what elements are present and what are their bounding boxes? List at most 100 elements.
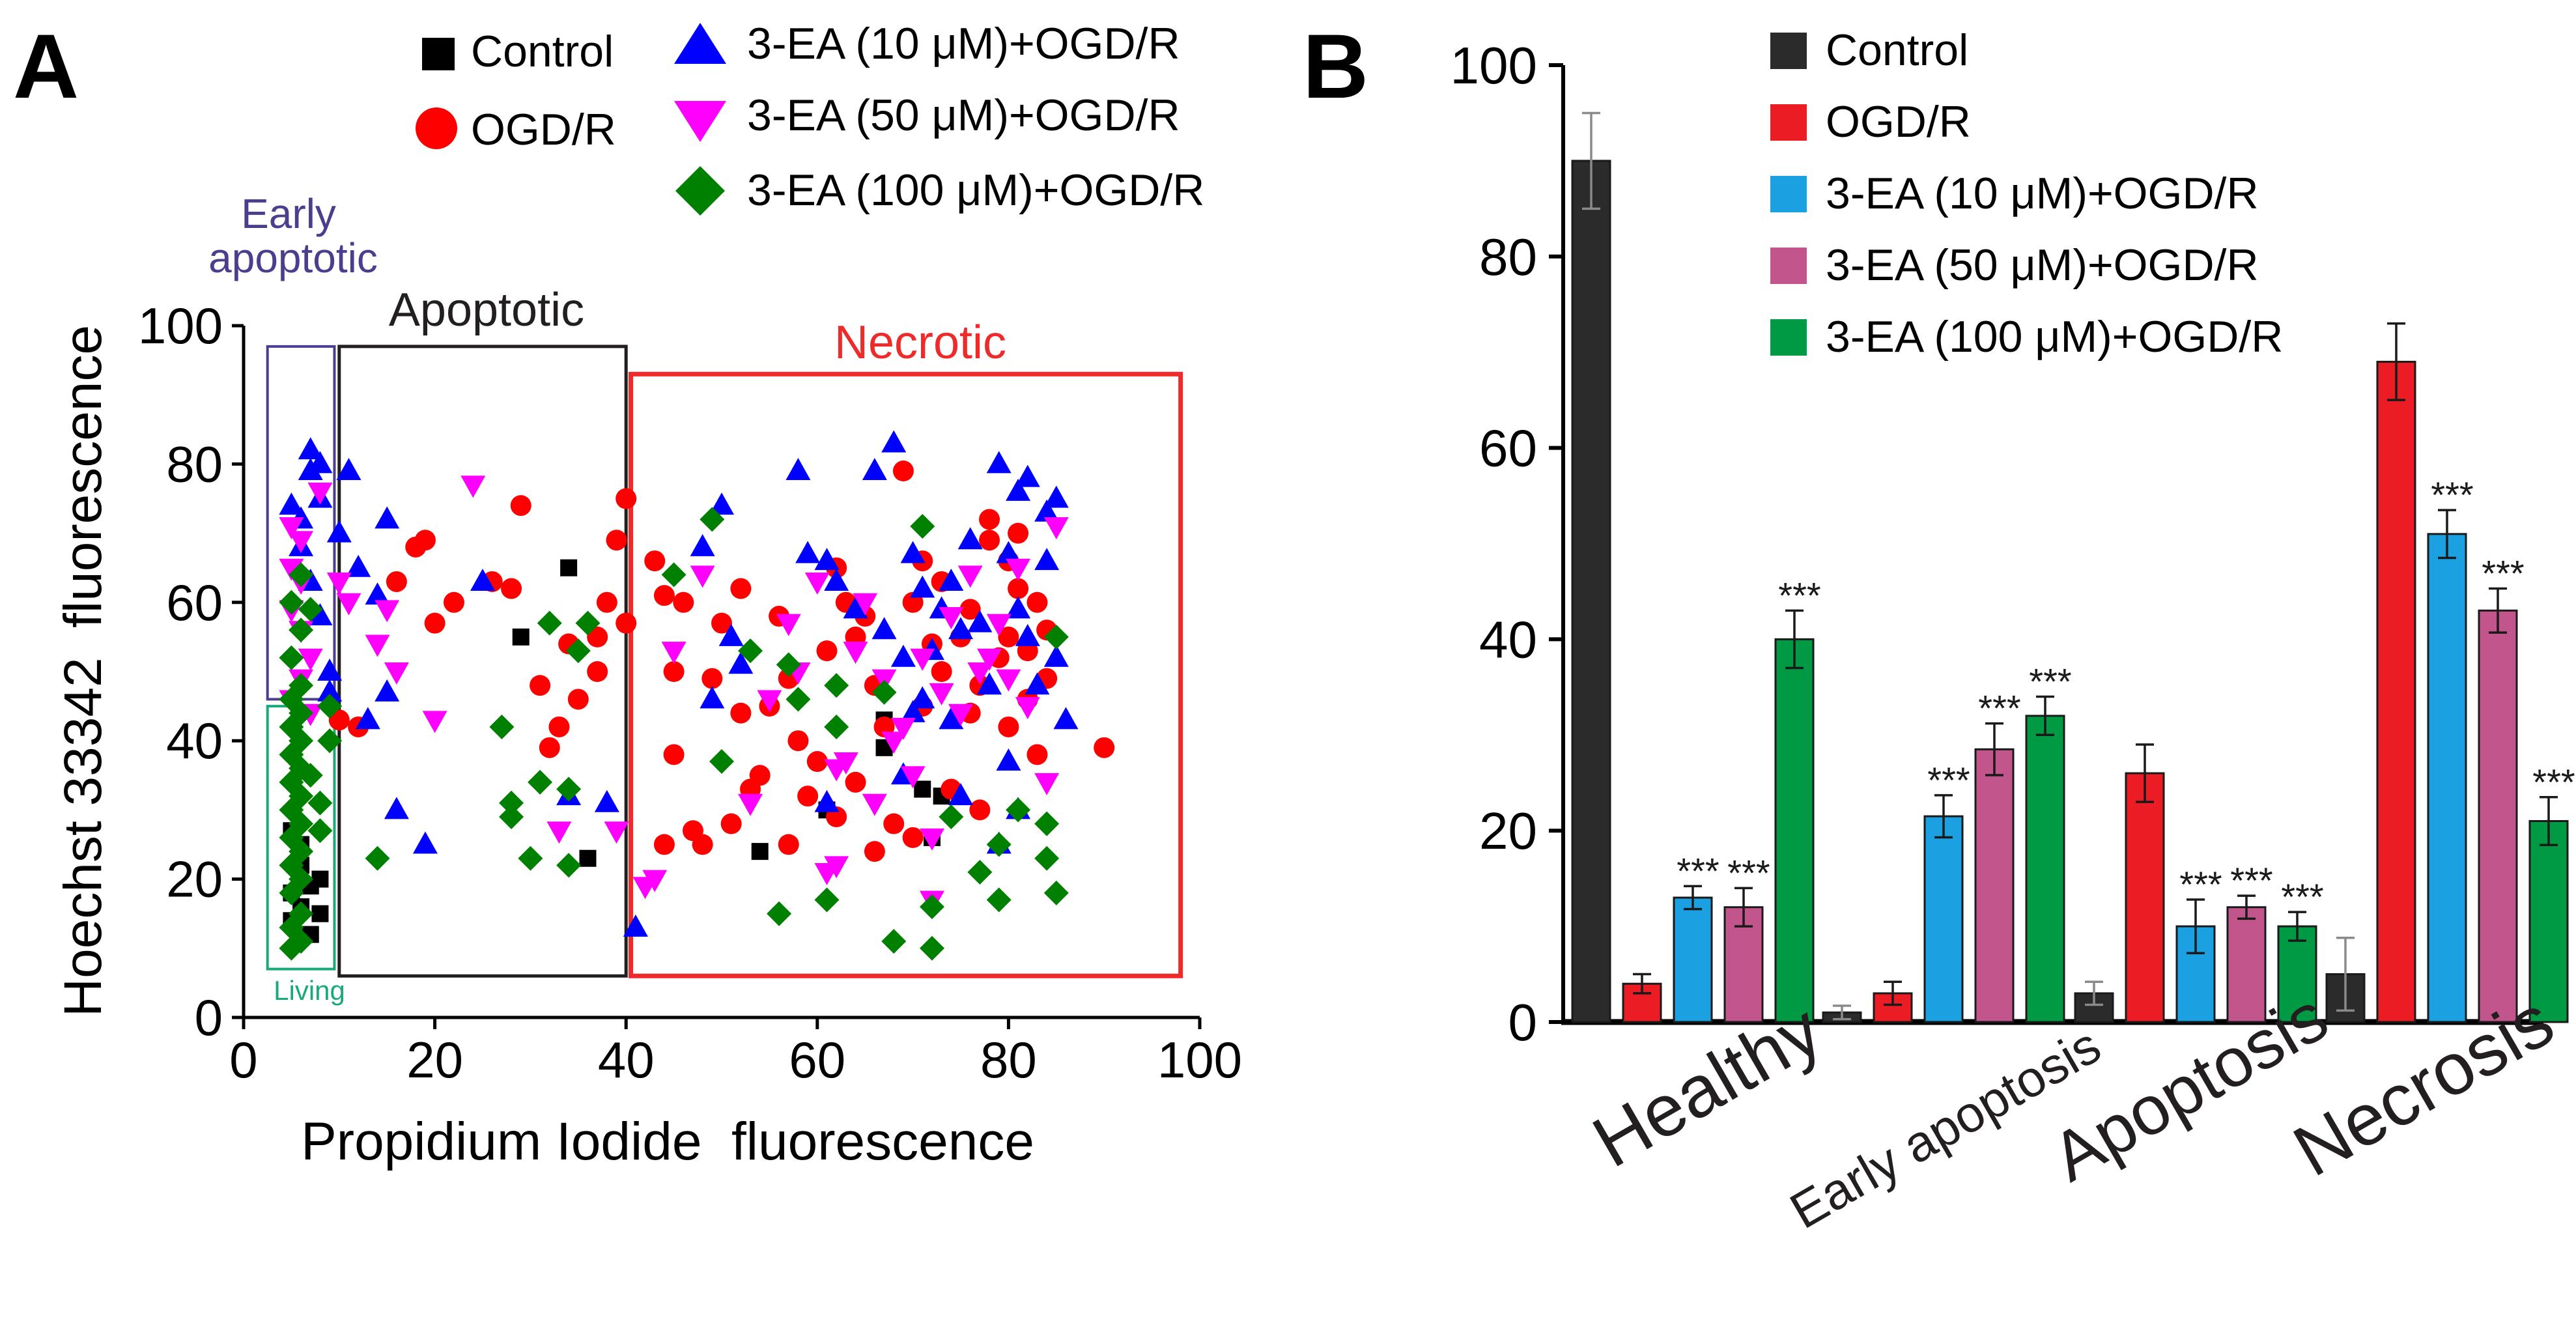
panel-a-label: A xyxy=(13,15,79,117)
ea100-point xyxy=(881,929,907,954)
ogdr-point xyxy=(998,716,1019,737)
bar-legend-label: OGD/R xyxy=(1826,97,1971,147)
ogdr-point xyxy=(845,771,866,793)
ea100-point xyxy=(814,887,840,913)
significance-label: *** xyxy=(2532,761,2575,803)
ea50-point xyxy=(289,531,314,554)
ea10-point xyxy=(307,603,333,626)
ea100-point xyxy=(317,728,343,754)
ea100-point xyxy=(1043,880,1069,905)
ea100-point xyxy=(489,714,515,739)
scatter-x-tick-label: 40 xyxy=(598,1031,655,1088)
ea10-point xyxy=(900,700,926,722)
legend-ea100-marker xyxy=(675,166,725,216)
ea50-point xyxy=(776,614,801,636)
significance-label: *** xyxy=(2029,661,2071,702)
legend-ea10-marker xyxy=(674,23,726,64)
ea10-point xyxy=(824,568,849,591)
ea100-point xyxy=(518,845,543,871)
ogdr-point xyxy=(616,612,637,634)
ea100-point xyxy=(738,638,763,664)
ea50-point xyxy=(977,648,1002,671)
bar xyxy=(2175,925,2216,1023)
control-point xyxy=(914,780,931,798)
ogdr-point xyxy=(1008,578,1029,599)
ea100-point xyxy=(289,562,314,588)
ea10-point xyxy=(910,575,935,598)
ea50-point xyxy=(642,870,668,892)
ea10-point xyxy=(871,617,897,640)
ogdr-point xyxy=(501,578,522,599)
ogdr-point xyxy=(797,786,819,807)
ogdr-point xyxy=(892,461,914,482)
bar xyxy=(2025,715,2065,1023)
bar-legend-swatch xyxy=(1770,248,1807,284)
ea100-point xyxy=(1034,811,1060,836)
ea100-point xyxy=(317,694,343,719)
bar-y-tick-label: 100 xyxy=(1451,36,1537,94)
ea10-point xyxy=(279,492,304,515)
legend-ea100-label: 3-EA (100 μM)+OGD/R xyxy=(747,165,1204,215)
scatter-y-tick-label: 100 xyxy=(138,297,223,354)
ea50-point xyxy=(604,821,629,844)
bar xyxy=(2478,609,2518,1023)
scatter-y-tick-label: 80 xyxy=(166,435,223,492)
ogdr-point xyxy=(587,626,608,647)
ogdr-point xyxy=(424,612,446,634)
ea10-point xyxy=(375,679,400,702)
bar-legend-swatch xyxy=(1770,176,1807,212)
bar-legend: Control OGD/R 3-EA (10 μM)+OGD/R 3-EA (50 μ… xyxy=(1770,25,2283,362)
ogdr-point xyxy=(1094,737,1115,758)
ogdr-point xyxy=(530,675,551,696)
ea100-point xyxy=(776,652,801,677)
ogdr-point xyxy=(1026,591,1048,613)
ogdr-point xyxy=(653,585,675,606)
ea10-point xyxy=(298,437,323,460)
control-point xyxy=(311,870,329,888)
ogdr-point xyxy=(606,530,627,551)
ea100-point xyxy=(298,597,323,622)
scatter-y-tick-label: 40 xyxy=(166,712,223,769)
significance-label: *** xyxy=(1677,850,1719,891)
bar xyxy=(2226,906,2267,1023)
ea10-point xyxy=(375,506,400,529)
bar-y-tick-label: 80 xyxy=(1479,228,1537,286)
bar xyxy=(1923,815,1964,1023)
ea10-point xyxy=(795,541,821,563)
legend-control-label: Control xyxy=(471,27,614,76)
ea100-point xyxy=(967,859,993,885)
necrotic-region-box xyxy=(629,371,1183,978)
ea50-point xyxy=(460,476,486,498)
ea100-point xyxy=(824,714,849,739)
ogdr-point xyxy=(864,841,885,862)
scatter-y-tick-label: 60 xyxy=(166,574,223,631)
ea10-point xyxy=(786,458,811,481)
bar-legend-swatch xyxy=(1770,319,1807,356)
ogdr-point xyxy=(1026,744,1048,765)
ea10-point xyxy=(346,554,371,577)
ea100-point xyxy=(279,645,304,670)
significance-label: *** xyxy=(2230,860,2272,901)
ea50-point xyxy=(919,828,944,851)
ea50-point xyxy=(881,732,907,754)
ogdr-point xyxy=(510,495,531,517)
ogdr-point xyxy=(969,799,991,821)
ea50-point xyxy=(929,683,954,705)
ea100-point xyxy=(499,804,524,830)
scatter-axes: 0 20 40 60 80 100 0 20 40 60 80 100 Propidium Iodid… xyxy=(53,297,1242,1171)
necrotic-region-label: Necrotic xyxy=(834,317,1006,369)
ea50-point xyxy=(1015,697,1040,720)
ea50-point xyxy=(661,642,686,664)
living-region-label: Living xyxy=(274,975,345,1006)
significance-label: *** xyxy=(1978,688,2020,729)
ea50-point xyxy=(375,600,400,623)
panel-b-label: B xyxy=(1303,15,1368,117)
ea100-point xyxy=(289,618,314,643)
bar xyxy=(1673,896,1713,1023)
ea50-point xyxy=(804,572,830,595)
ea10-point xyxy=(470,568,495,591)
ea50-point xyxy=(279,517,304,539)
ogdr-point xyxy=(816,640,838,662)
ea10-point xyxy=(700,686,725,709)
ea10-point xyxy=(843,596,868,619)
